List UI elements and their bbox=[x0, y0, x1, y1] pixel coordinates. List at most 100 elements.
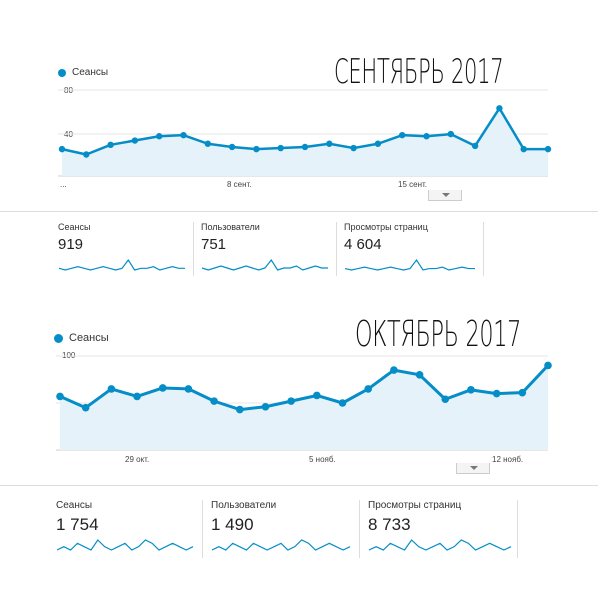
series-area bbox=[60, 365, 548, 450]
data-point[interactable] bbox=[287, 397, 295, 405]
metric-users[interactable]: Пользователи 1 490 bbox=[207, 500, 355, 556]
metric-divider bbox=[359, 500, 360, 558]
data-point[interactable] bbox=[56, 392, 64, 401]
data-point[interactable] bbox=[58, 145, 66, 153]
data-point[interactable] bbox=[338, 399, 347, 407]
data-point[interactable] bbox=[261, 402, 270, 411]
x-tick-label: 5 нояб. bbox=[309, 455, 336, 464]
data-point[interactable] bbox=[228, 143, 236, 151]
data-point[interactable] bbox=[133, 392, 141, 401]
sparkline-path bbox=[211, 539, 351, 551]
metric-divider bbox=[202, 500, 203, 558]
sparkline bbox=[201, 258, 328, 271]
data-point[interactable] bbox=[253, 145, 260, 153]
x-tick-label: 29 окт. bbox=[125, 455, 150, 464]
data-point[interactable] bbox=[313, 391, 321, 400]
metric-value: 8 733 bbox=[368, 515, 411, 534]
metric-label: Просмотры страниц bbox=[368, 500, 462, 511]
data-point[interactable] bbox=[326, 140, 333, 147]
sparkline bbox=[344, 258, 475, 271]
data-point[interactable] bbox=[107, 385, 116, 393]
metric-value: 1 490 bbox=[211, 515, 254, 534]
sparkline-path bbox=[201, 258, 328, 271]
data-point[interactable] bbox=[235, 405, 244, 414]
data-point[interactable] bbox=[544, 361, 552, 370]
data-point[interactable] bbox=[107, 141, 114, 149]
sparkline-path bbox=[56, 539, 194, 551]
metric-users[interactable]: Пользователи 751 bbox=[197, 222, 333, 274]
data-point[interactable] bbox=[544, 145, 552, 153]
metric-value: 1 754 bbox=[56, 515, 99, 534]
chart-options-dropdown[interactable] bbox=[428, 190, 462, 201]
sparkline bbox=[368, 539, 512, 551]
data-point[interactable] bbox=[184, 385, 193, 393]
metric-sessions[interactable]: Сеансы 919 bbox=[54, 222, 190, 274]
metric-pageviews[interactable]: Просмотры страниц 4 604 bbox=[340, 222, 480, 274]
data-point[interactable] bbox=[210, 397, 218, 405]
metric-label: Просмотры страниц bbox=[344, 222, 428, 232]
data-point[interactable] bbox=[158, 384, 167, 392]
data-point[interactable] bbox=[83, 151, 90, 158]
sparkline-path bbox=[344, 258, 475, 271]
data-point[interactable] bbox=[441, 395, 450, 404]
sparkline bbox=[58, 258, 185, 271]
october-panel: Сеансы ОКТЯБРЬ 2017 100 50 29 окт. 5 ноя… bbox=[0, 300, 598, 600]
data-point[interactable] bbox=[277, 144, 284, 152]
sessions-line-chart[interactable] bbox=[0, 300, 598, 500]
month-title: ОКТЯБРЬ 2017 bbox=[355, 314, 522, 355]
data-point[interactable] bbox=[492, 389, 501, 398]
data-point[interactable] bbox=[180, 131, 187, 139]
metric-divider bbox=[336, 222, 337, 276]
x-tick-label: 8 сент. bbox=[227, 180, 252, 189]
sparkline bbox=[56, 539, 194, 551]
series-line bbox=[59, 364, 550, 412]
september-panel: Сеансы СЕНТЯБРЬ 2017 80 40 ... 8 сент. 1… bbox=[0, 0, 598, 276]
data-point[interactable] bbox=[467, 386, 475, 394]
x-tick-label: ... bbox=[60, 180, 67, 189]
metric-label: Сеансы bbox=[56, 500, 93, 511]
chevron-down-icon bbox=[442, 193, 450, 197]
metric-value: 751 bbox=[201, 236, 227, 253]
metric-label: Сеансы bbox=[58, 222, 91, 232]
metric-sessions[interactable]: Сеансы 1 754 bbox=[52, 500, 198, 556]
sessions-line-chart[interactable] bbox=[0, 0, 598, 200]
data-point[interactable] bbox=[350, 144, 357, 152]
legend-dot-icon bbox=[54, 333, 63, 343]
legend-label: Сеансы bbox=[72, 67, 109, 78]
sparkline-path bbox=[58, 258, 185, 271]
x-tick-label: 12 нояб. bbox=[492, 455, 524, 464]
data-point[interactable] bbox=[415, 371, 424, 379]
data-point[interactable] bbox=[471, 142, 479, 150]
data-point[interactable] bbox=[374, 140, 382, 147]
chart-legend[interactable]: Сеансы bbox=[54, 332, 109, 344]
metric-value: 4 604 bbox=[344, 236, 382, 253]
chevron-down-icon bbox=[470, 466, 478, 470]
chart-legend[interactable]: Сеансы bbox=[58, 67, 108, 78]
sparkline-path bbox=[368, 539, 512, 551]
top-divider bbox=[0, 211, 598, 212]
data-point[interactable] bbox=[518, 388, 527, 397]
data-point[interactable] bbox=[423, 133, 430, 140]
data-point[interactable] bbox=[301, 143, 309, 151]
data-point[interactable] bbox=[399, 131, 406, 139]
chart-options-dropdown[interactable] bbox=[456, 463, 490, 474]
data-point[interactable] bbox=[496, 105, 503, 112]
legend-label: Сеансы bbox=[69, 332, 109, 344]
data-point[interactable] bbox=[447, 130, 454, 138]
sparkline bbox=[211, 539, 351, 551]
metric-divider bbox=[193, 222, 194, 276]
metric-divider bbox=[483, 222, 484, 276]
metric-divider bbox=[517, 500, 518, 558]
metric-pageviews[interactable]: Просмотры страниц 8 733 bbox=[364, 500, 514, 556]
metric-value: 919 bbox=[58, 236, 84, 253]
data-point[interactable] bbox=[81, 403, 90, 412]
data-point[interactable] bbox=[520, 145, 527, 153]
data-point[interactable] bbox=[131, 137, 139, 144]
metric-label: Пользователи bbox=[201, 222, 260, 232]
legend-dot-icon bbox=[58, 68, 66, 77]
data-point[interactable] bbox=[364, 385, 373, 393]
top-divider bbox=[0, 485, 598, 486]
data-point[interactable] bbox=[390, 366, 398, 374]
data-point[interactable] bbox=[156, 133, 163, 140]
data-point[interactable] bbox=[204, 140, 211, 147]
